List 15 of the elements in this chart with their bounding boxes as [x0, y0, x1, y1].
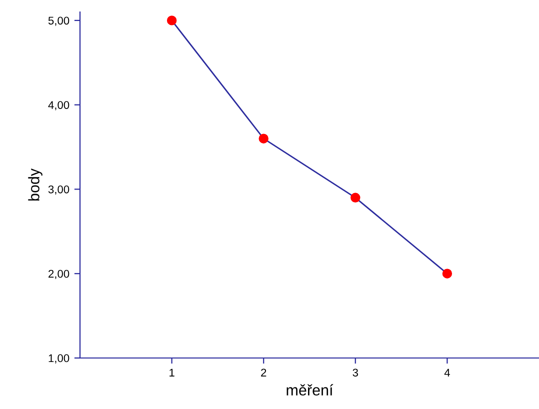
y-axis-title: body	[28, 168, 42, 201]
x-axis-title: měření	[286, 384, 334, 396]
x-tick-label: 4	[444, 368, 450, 376]
point	[258, 134, 268, 144]
y-tick-label: 1,00	[48, 354, 70, 364]
x-tick-label: 1	[170, 368, 174, 376]
point	[442, 268, 452, 278]
x-tick-label: 2	[261, 368, 266, 376]
y-tick-label: 4,00	[48, 101, 70, 110]
point	[350, 192, 360, 203]
point	[166, 16, 177, 26]
y-tick-label: 2,00	[48, 270, 70, 280]
x-tick-label: 3	[352, 368, 358, 377]
y-tick-label: 3,00	[48, 185, 70, 195]
y-tick-label: 5,00	[48, 16, 70, 26]
